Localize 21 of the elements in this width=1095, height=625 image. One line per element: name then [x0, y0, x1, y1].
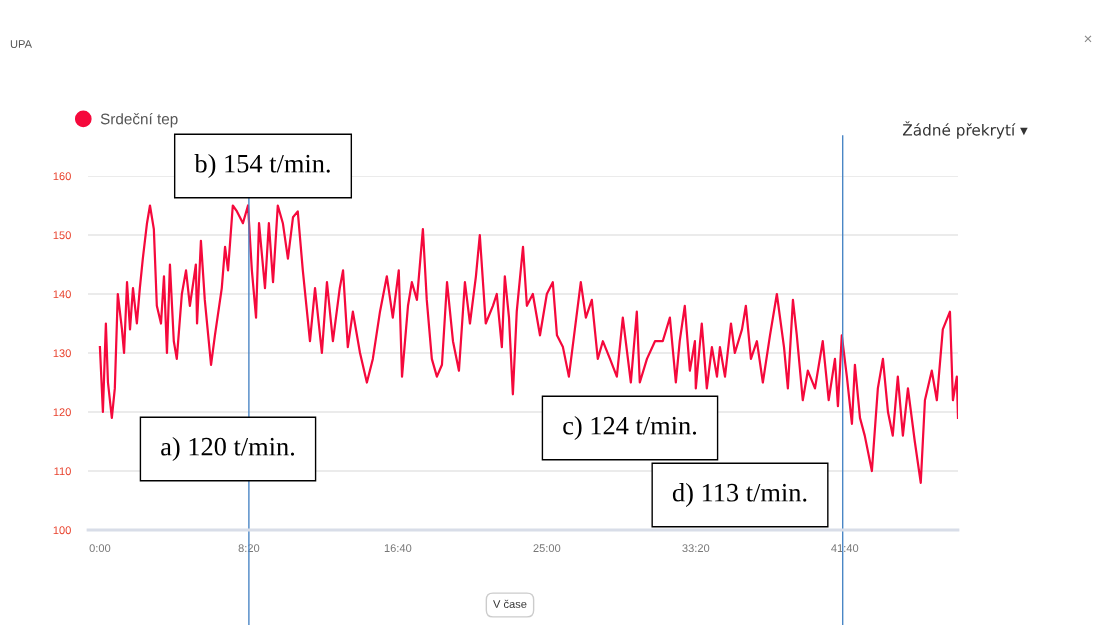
x-tick-label: 25:00 [533, 544, 561, 553]
x-tick-label: 0:00 [89, 544, 111, 553]
annotation: d) 113 t/min. [672, 483, 807, 507]
y-tick-label: 160 [53, 172, 71, 181]
y-tick-label: 140 [53, 290, 71, 299]
text: Žádné překrytí ▾ [902, 121, 1028, 139]
y-tick-label: 100 [53, 526, 71, 535]
text: V čase [493, 599, 527, 608]
annotation: a) 120 t/min. [161, 437, 295, 461]
y-tick-label: 120 [53, 408, 71, 417]
chart-title: UPA [10, 40, 32, 48]
line-series [98, 204, 958, 484]
annotation: b) 154 t/min. [194, 154, 330, 178]
legend-label: Srdeční tep [100, 112, 178, 128]
y-tick-label: 110 [54, 467, 71, 476]
text: × [1084, 35, 1092, 43]
x-tick-label: 16:40 [384, 544, 412, 553]
y-tick-label: 130 [53, 349, 71, 358]
annotation: c) 124 t/min. [563, 416, 697, 440]
y-tick-label: 150 [53, 231, 71, 240]
x-tick-label: 33:20 [682, 544, 710, 553]
